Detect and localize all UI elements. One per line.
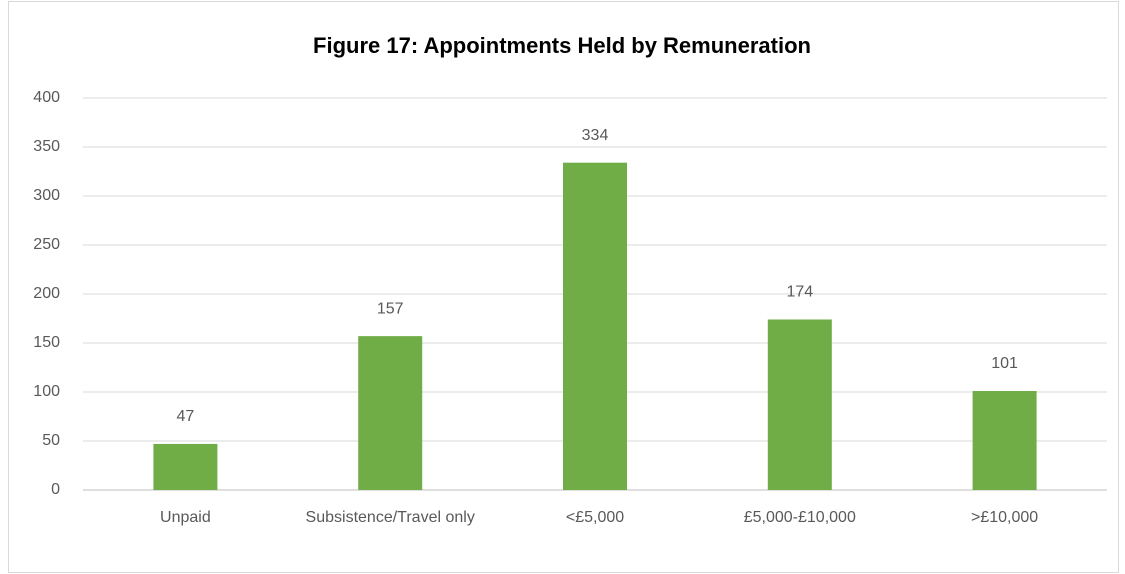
data-label: 174 <box>786 284 813 301</box>
chart-title: Figure 17: Appointments Held by Remunera… <box>313 33 811 58</box>
y-tick-label: 350 <box>33 138 60 155</box>
x-tick-label: <£5,000 <box>565 509 625 526</box>
y-tick-label: 50 <box>42 432 60 449</box>
data-label: 157 <box>377 300 404 317</box>
x-tick-label: Unpaid <box>160 509 211 526</box>
data-label: 334 <box>582 127 609 144</box>
bar <box>153 443 218 490</box>
bar <box>563 162 627 490</box>
x-tick-label: >£10,000 <box>971 509 1039 526</box>
x-tick-label: £5,000-£10,000 <box>743 509 856 526</box>
data-label: 47 <box>177 408 195 425</box>
y-tick-label: 0 <box>51 481 60 498</box>
bar <box>358 336 423 490</box>
y-tick-label: 250 <box>33 236 60 253</box>
y-tick-label: 200 <box>33 285 60 302</box>
y-tick-label: 400 <box>33 89 60 106</box>
bar <box>972 391 1037 490</box>
x-tick-label: Subsistence/Travel only <box>305 509 475 526</box>
bar <box>767 319 832 490</box>
y-tick-label: 300 <box>33 187 60 204</box>
y-tick-label: 100 <box>33 383 60 400</box>
data-label: 101 <box>991 355 1018 372</box>
y-tick-label: 150 <box>33 334 60 351</box>
